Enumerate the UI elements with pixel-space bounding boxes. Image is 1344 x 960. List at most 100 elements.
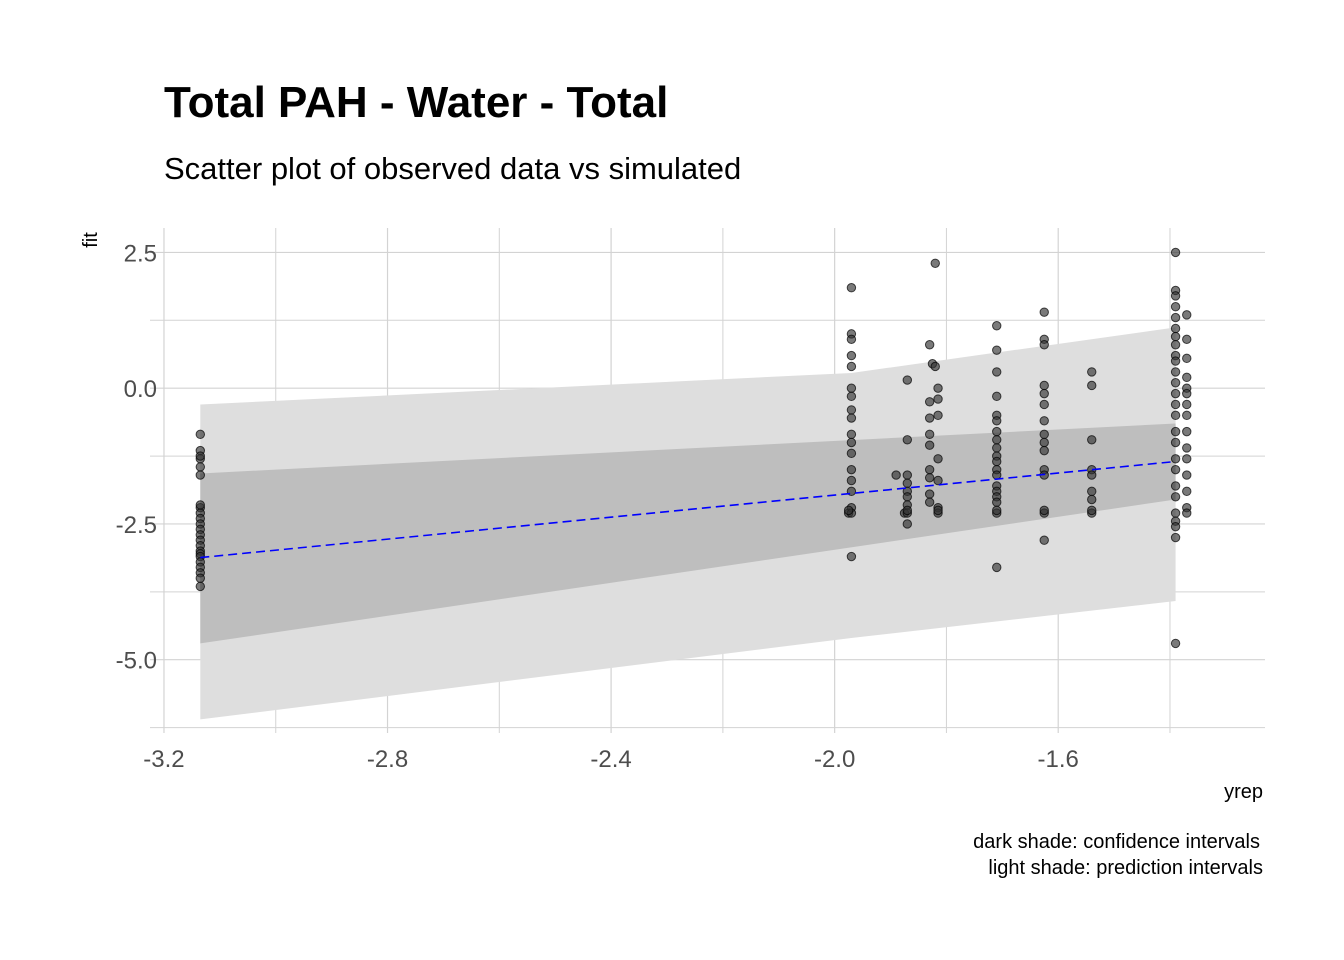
- data-point: [1182, 508, 1192, 518]
- data-point: [1170, 388, 1181, 399]
- data-point: [1039, 505, 1049, 516]
- data-point: [1170, 532, 1181, 543]
- data-point: [195, 573, 206, 583]
- data-point: [1087, 470, 1097, 480]
- data-point: [924, 473, 935, 483]
- data-point: [1170, 410, 1181, 421]
- data-point: [846, 383, 857, 393]
- chart-subtitle: Scatter plot of observed data vs simulat…: [164, 151, 741, 186]
- data-point: [1170, 323, 1181, 334]
- data-point: [1170, 367, 1181, 377]
- data-point: [930, 258, 940, 268]
- data-point: [1170, 437, 1181, 448]
- data-point: [902, 478, 913, 488]
- data-point: [992, 367, 1002, 377]
- data-point: [1170, 312, 1181, 323]
- data-point: [846, 391, 857, 402]
- data-point: [846, 551, 857, 562]
- data-point: [846, 334, 857, 345]
- data-point: [1182, 454, 1192, 464]
- data-point: [1170, 454, 1181, 464]
- data-point: [1182, 399, 1192, 410]
- data-point: [846, 429, 857, 440]
- data-point: [1170, 521, 1181, 532]
- data-point: [1087, 380, 1097, 391]
- data-point: [992, 426, 1002, 437]
- data-point: [195, 429, 206, 440]
- data-point: [1170, 291, 1181, 301]
- data-point: [933, 410, 943, 421]
- data-point: [1170, 492, 1181, 502]
- data-point: [902, 492, 913, 502]
- data-point: [924, 489, 935, 499]
- x-tick-label: -2.4: [590, 746, 631, 773]
- y-tick-label: -5.0: [116, 648, 157, 675]
- data-point: [992, 470, 1002, 480]
- data-point: [1087, 367, 1097, 377]
- data-point: [1039, 399, 1049, 410]
- data-point: [924, 429, 935, 440]
- data-point: [195, 500, 206, 510]
- fit-line: [200, 460, 1176, 559]
- data-point: [930, 361, 940, 372]
- data-point: [846, 405, 857, 415]
- data-point: [1170, 508, 1181, 518]
- data-point: [1039, 380, 1049, 391]
- data-point: [992, 456, 1002, 467]
- data-point: [1170, 331, 1181, 342]
- caption-line-prediction: light shade: prediction intervals: [988, 857, 1263, 879]
- data-point: [1170, 247, 1181, 258]
- data-point: [992, 345, 1002, 355]
- fit-line-group: [200, 460, 1176, 559]
- data-point: [1170, 426, 1181, 437]
- data-point: [933, 475, 943, 486]
- data-point: [902, 519, 913, 529]
- data-point: [992, 443, 1002, 453]
- data-point: [846, 283, 857, 293]
- data-point: [924, 440, 935, 450]
- data-point: [1170, 399, 1181, 410]
- y-axis-ticks: 2.5 0.0 -2.5 -5.0: [116, 240, 157, 674]
- x-axis-ticks: -3.2 -2.8 -2.4 -2.0 -1.6: [143, 746, 1079, 773]
- data-point: [924, 497, 935, 507]
- data-point: [924, 413, 935, 423]
- x-tick-label: -2.8: [367, 746, 408, 773]
- data-point: [1087, 494, 1097, 505]
- data-point: [1182, 334, 1192, 345]
- data-point: [1039, 535, 1049, 545]
- y-tick-label: 0.0: [124, 376, 157, 403]
- data-point: [1182, 470, 1192, 480]
- data-point: [992, 435, 1002, 445]
- data-point: [1182, 410, 1192, 421]
- data-point: [846, 437, 857, 448]
- data-point: [933, 505, 943, 516]
- data-point: [1182, 443, 1192, 453]
- data-point: [1182, 372, 1192, 383]
- data-point: [1182, 426, 1192, 437]
- x-tick-label: -3.2: [143, 746, 184, 773]
- y-axis-title: fit: [80, 232, 102, 248]
- data-point: [195, 581, 206, 592]
- caption-line-confidence: dark shade: confidence intervals: [973, 831, 1260, 853]
- data-point: [1170, 481, 1181, 491]
- data-point: [846, 448, 857, 459]
- data-point: [195, 470, 206, 480]
- y-tick-label: -2.5: [116, 512, 157, 539]
- data-point: [992, 391, 1002, 402]
- data-point: [846, 361, 857, 372]
- data-point: [891, 470, 901, 480]
- observed-points: [195, 247, 1192, 649]
- data-point: [1170, 378, 1181, 388]
- data-point: [1039, 340, 1049, 350]
- data-point: [924, 340, 935, 350]
- data-point: [924, 397, 935, 407]
- x-tick-label: -2.0: [814, 746, 855, 773]
- data-point: [846, 350, 857, 361]
- data-point: [1182, 388, 1192, 399]
- data-point: [992, 562, 1002, 573]
- data-point: [902, 375, 913, 385]
- data-point: [1182, 353, 1192, 364]
- chart-title: Total PAH - Water - Total: [164, 78, 668, 127]
- data-point: [992, 505, 1002, 516]
